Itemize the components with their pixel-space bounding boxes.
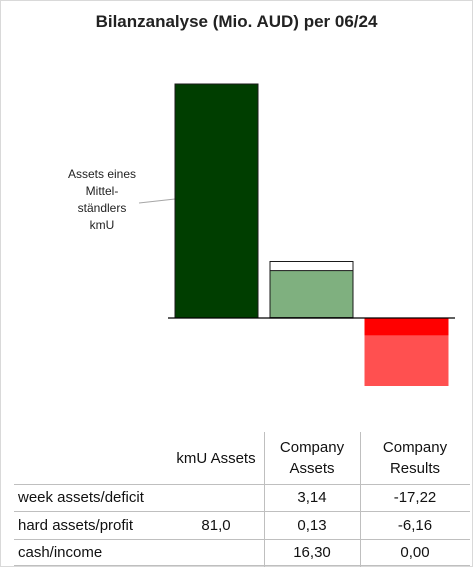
table-divider [264, 432, 265, 567]
table-cell: 3,14 [297, 489, 327, 506]
table-cell: 0,13 [297, 517, 327, 534]
bar-segment-company-results [364, 317, 449, 337]
bar-segment-company-results [364, 335, 449, 386]
table-divider [14, 539, 470, 540]
table-cell: -6,16 [397, 517, 433, 534]
table-divider [14, 484, 470, 485]
bar-segment-company-assets [269, 261, 354, 272]
column-header-company-results: Company Results [382, 439, 448, 477]
row-label-hard-assets: hard assets/profit [18, 517, 134, 534]
table-cell [168, 539, 264, 566]
table-cell: -17,22 [393, 489, 437, 506]
annotation-leader-line [138, 198, 176, 204]
column-header-kmu-assets: kmU Assets [176, 449, 256, 467]
row-label-week-assets: week assets/deficit [18, 489, 144, 506]
bar-segment-company-assets [269, 270, 354, 319]
row-label-cash-income: cash/income [18, 544, 103, 561]
bar-group [174, 83, 449, 386]
chart-annotation: Assets eines Mittel- ständlers kmU [67, 167, 137, 232]
table-divider [360, 432, 361, 567]
table-cell: 16,30 [293, 544, 331, 561]
chart-title: Bilanzanalyse (Mio. AUD) per 06/24 [95, 12, 378, 31]
table-cell [168, 484, 264, 511]
column-header-company-assets: Company Assets [279, 439, 345, 477]
table-cell: 81,0 [201, 517, 231, 534]
table-divider [14, 565, 470, 566]
bar-segment-kmu-assets [174, 83, 259, 319]
table-cell: 0,00 [400, 544, 430, 561]
table-divider [14, 511, 470, 512]
plot-area [138, 83, 455, 386]
